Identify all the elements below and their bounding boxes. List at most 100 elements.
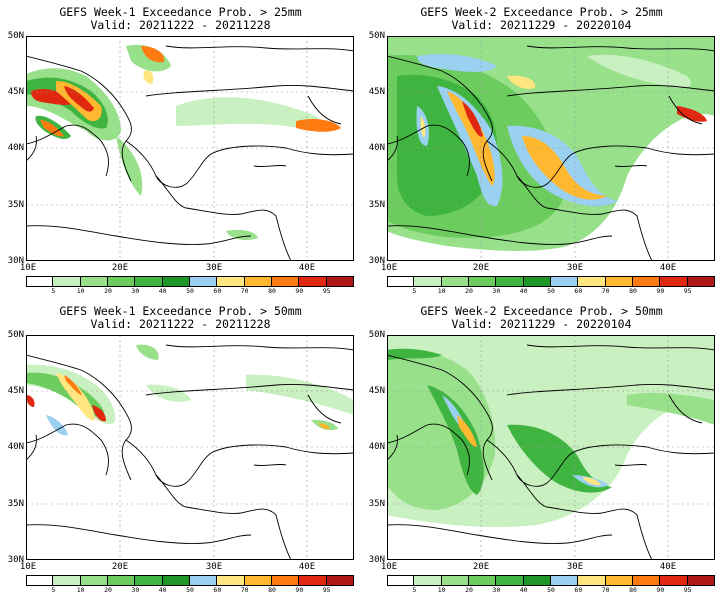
x-tick-label: 10E xyxy=(380,263,398,273)
y-tick-label: 30N xyxy=(7,555,24,565)
y-tick-label: 40N xyxy=(7,143,24,153)
coastlines xyxy=(26,344,354,560)
colorbar-label: 10 xyxy=(437,586,446,594)
colorbar-label: 30 xyxy=(131,586,140,594)
colorbar: 5 10 20 30 40 50 60 70 80 90 95 xyxy=(26,276,354,296)
colorbar-swatch xyxy=(469,575,497,586)
y-tick-label: 35N xyxy=(7,499,24,509)
colorbar-swatch xyxy=(108,575,136,586)
colorbar: 5 10 20 30 40 50 60 70 80 90 95 xyxy=(387,575,715,595)
colorbar-swatch xyxy=(190,575,218,586)
colorbar-label: 20 xyxy=(465,287,473,295)
colorbar-label: 10 xyxy=(76,287,85,295)
x-tick-label: 30E xyxy=(566,562,584,572)
probability-shading xyxy=(26,344,354,436)
coastlines xyxy=(26,45,354,261)
colorbar-label: 20 xyxy=(104,586,112,594)
panel-title-line2: Valid: 20211222 - 20211228 xyxy=(90,317,271,331)
colorbar-label: 20 xyxy=(465,586,473,594)
y-tick-label: 50N xyxy=(368,31,385,41)
y-tick-label: 45N xyxy=(368,87,385,97)
colorbar-label: 5 xyxy=(51,287,56,295)
colorbar-label: 50 xyxy=(547,287,555,295)
colorbar-swatch xyxy=(660,276,688,287)
colorbar-label: 80 xyxy=(268,586,276,594)
x-tick-label: 40E xyxy=(298,263,316,273)
colorbar-label: 95 xyxy=(322,586,331,594)
colorbar-label: 60 xyxy=(213,287,222,295)
y-tick-label: 40N xyxy=(368,442,385,452)
colorbar-swatch xyxy=(469,276,497,287)
colorbar-label: 95 xyxy=(322,287,331,295)
precip-map xyxy=(26,36,354,261)
precip-map xyxy=(26,335,354,560)
colorbar-swatch xyxy=(496,575,524,586)
colorbar-swatch xyxy=(272,276,300,287)
x-tick-label: 30E xyxy=(566,263,584,273)
colorbar-swatch xyxy=(605,276,633,287)
colorbar-label: 40 xyxy=(519,586,528,594)
colorbar-swatch xyxy=(26,276,54,287)
x-tick-label: 40E xyxy=(659,263,677,273)
y-tick-label: 30N xyxy=(7,256,24,266)
colorbar-label: 95 xyxy=(683,287,692,295)
colorbar: 5 10 20 30 40 50 60 70 80 90 95 xyxy=(387,276,715,296)
x-tick-label: 20E xyxy=(472,263,490,273)
colorbar-swatch xyxy=(687,575,715,586)
colorbar-swatch xyxy=(523,575,551,586)
colorbar-label: 60 xyxy=(574,586,583,594)
panel-title-line1: GEFS Week-1 Exceedance Prob. > 50mm xyxy=(59,304,302,318)
panel-title: GEFS Week-1 Exceedance Prob. > 25mm Vali… xyxy=(0,6,361,32)
colorbar-label: 5 xyxy=(51,586,56,594)
colorbar-swatch xyxy=(135,276,163,287)
panel-week1-25mm: GEFS Week-1 Exceedance Prob. > 25mm Vali… xyxy=(0,0,361,299)
precip-map xyxy=(387,335,715,560)
panel-title-line1: GEFS Week-1 Exceedance Prob. > 25mm xyxy=(59,5,302,19)
colorbar-label: 95 xyxy=(683,586,692,594)
colorbar-swatch xyxy=(387,276,415,287)
x-tick-label: 20E xyxy=(472,562,490,572)
panel-title-line2: Valid: 20211229 - 20220104 xyxy=(451,317,632,331)
colorbar-swatch xyxy=(217,276,245,287)
x-tick-label: 30E xyxy=(205,263,223,273)
x-tick-label: 10E xyxy=(19,263,37,273)
colorbar-swatch xyxy=(244,276,272,287)
panel-title-line2: Valid: 20211222 - 20211228 xyxy=(90,18,271,32)
y-tick-label: 40N xyxy=(368,143,385,153)
coastlines xyxy=(387,344,715,560)
x-tick-label: 20E xyxy=(111,263,129,273)
colorbar-label: 90 xyxy=(295,287,304,295)
colorbar-label: 40 xyxy=(158,287,167,295)
colorbar-label: 70 xyxy=(601,586,610,594)
colorbar-swatch xyxy=(551,575,579,586)
colorbar-swatch xyxy=(687,276,715,287)
probability-shading xyxy=(26,44,341,240)
x-tick-label: 40E xyxy=(298,562,316,572)
colorbar-label: 60 xyxy=(574,287,583,295)
colorbar-swatch xyxy=(578,575,606,586)
colorbar-swatch xyxy=(441,276,469,287)
panel-title-line1: GEFS Week-2 Exceedance Prob. > 50mm xyxy=(420,304,663,318)
colorbar-label: 10 xyxy=(76,586,85,594)
probability-shading xyxy=(387,36,715,261)
y-tick-label: 50N xyxy=(7,31,24,41)
x-tick-label: 20E xyxy=(111,562,129,572)
y-tick-label: 30N xyxy=(368,256,385,266)
x-tick-label: 10E xyxy=(380,562,398,572)
colorbar-swatch xyxy=(387,575,415,586)
colorbar-swatch xyxy=(299,575,327,586)
colorbar-label: 50 xyxy=(186,287,194,295)
colorbar-label: 30 xyxy=(492,586,501,594)
colorbar-swatch xyxy=(80,276,108,287)
colorbar-label: 70 xyxy=(601,287,610,295)
colorbar-label: 80 xyxy=(268,287,276,295)
colorbar-swatch xyxy=(496,276,524,287)
colorbar-label: 70 xyxy=(240,287,249,295)
colorbar-label: 30 xyxy=(492,287,501,295)
colorbar-swatch xyxy=(551,276,579,287)
colorbar-label: 80 xyxy=(629,586,637,594)
panel-week2-25mm: GEFS Week-2 Exceedance Prob. > 25mm Vali… xyxy=(361,0,722,299)
colorbar-swatch xyxy=(578,276,606,287)
x-tick-label: 10E xyxy=(19,562,37,572)
colorbar-swatch xyxy=(414,276,442,287)
